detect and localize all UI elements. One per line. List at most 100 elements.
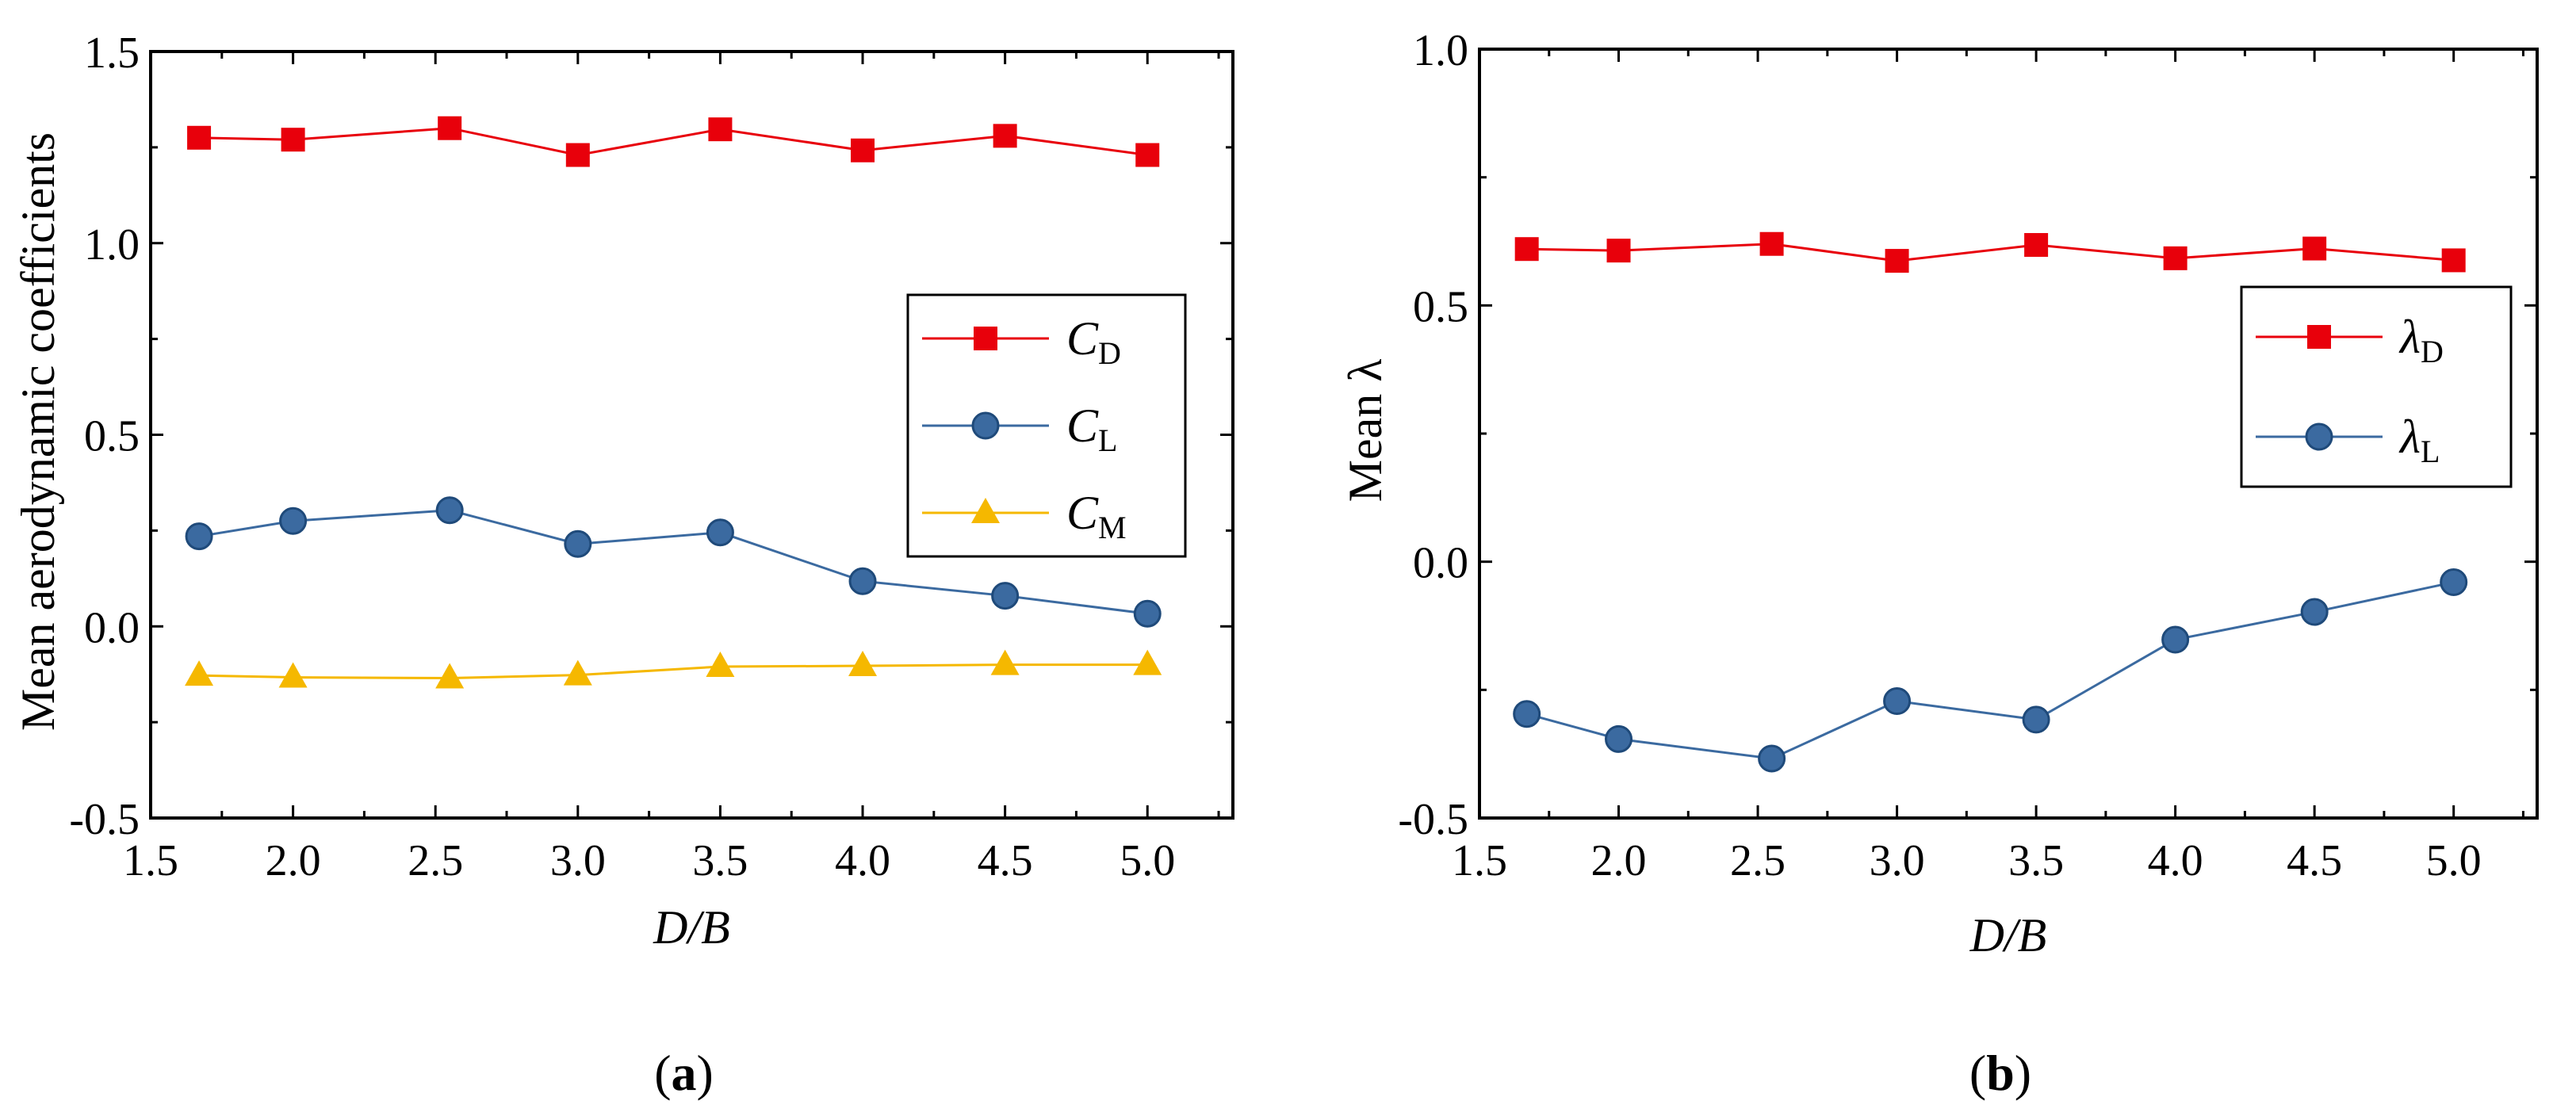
x-tick-label: 2.0 xyxy=(1591,836,1647,885)
x-tick-label: 2.5 xyxy=(408,836,463,885)
legend-label: λD xyxy=(2398,311,2444,369)
panel-a: 1.5 2.0 2.5 3.0 3.5 4.0 4.5 5.0 -0.5 0.0 0.5 1.0 1.5… xyxy=(12,29,1234,1101)
data-point xyxy=(563,659,592,686)
caption-letter: a xyxy=(672,1045,697,1101)
data-point xyxy=(2440,568,2468,597)
data-point xyxy=(2022,705,2050,734)
x-tick-label: 2.5 xyxy=(1730,836,1786,885)
data-point xyxy=(1133,649,1162,675)
legend-label-main: λ xyxy=(2398,311,2421,363)
data-point xyxy=(851,138,875,162)
series-CM xyxy=(185,649,1162,689)
y-tick-label: -0.5 xyxy=(1398,795,1468,844)
data-point xyxy=(1885,249,1909,273)
x-tick-label: 3.0 xyxy=(550,836,606,885)
y-tick-label: 1.0 xyxy=(84,220,140,269)
y-tick-label: 0.0 xyxy=(1413,539,1468,588)
data-point xyxy=(2441,248,2466,273)
data-point xyxy=(2024,233,2049,258)
data-point xyxy=(185,522,213,551)
caption-letter: b xyxy=(1986,1045,2015,1101)
legend-marker xyxy=(2307,325,2331,349)
legend-label-main: λ xyxy=(2398,411,2421,463)
legend-label: CM xyxy=(1066,487,1127,545)
data-point xyxy=(991,582,1020,610)
series-line xyxy=(1526,243,2454,262)
series-line xyxy=(1526,581,2454,760)
x-tick-label: 1.5 xyxy=(123,836,178,885)
data-point xyxy=(185,660,214,686)
data-point xyxy=(564,529,592,558)
panel-b: 1.5 2.0 2.5 3.0 3.5 4.0 4.5 5.0 -0.5 0.0 0.5 1.0 D/B… xyxy=(1339,26,2539,1101)
series-line xyxy=(198,509,1148,615)
x-axis-title: D/B xyxy=(653,901,730,954)
legend-label: CL xyxy=(1066,399,1117,458)
data-point xyxy=(708,117,733,142)
data-point xyxy=(281,128,305,152)
x-tick-label: 5.0 xyxy=(2426,836,2482,885)
data-point xyxy=(565,143,590,167)
data-point xyxy=(1133,599,1162,628)
data-point xyxy=(1513,700,1541,728)
y-tick-label: -0.5 xyxy=(69,795,140,844)
data-point xyxy=(848,651,878,677)
x-tick-label: 4.5 xyxy=(2287,836,2342,885)
x-tick-label: 4.0 xyxy=(835,836,890,885)
y-axis-title: Mean aerodynamic coefficients xyxy=(12,132,64,731)
data-point xyxy=(1605,724,1633,753)
legend-label-sub: D xyxy=(2421,334,2444,369)
data-point xyxy=(993,124,1017,148)
x-tick-label: 4.5 xyxy=(978,836,1033,885)
legend-label-main: C xyxy=(1066,399,1099,452)
data-point xyxy=(1758,744,1786,773)
legend-marker xyxy=(2305,422,2333,451)
data-point xyxy=(1883,687,1912,716)
x-tick-label: 1.5 xyxy=(1452,836,1507,885)
series-λL xyxy=(1513,568,2468,773)
series-CL xyxy=(185,496,1162,628)
series-line xyxy=(199,663,1148,680)
x-tick-label: 5.0 xyxy=(1120,836,1175,885)
data-point xyxy=(706,518,734,547)
x-tick-label: 2.0 xyxy=(266,836,321,885)
legend-label: λL xyxy=(2398,411,2440,469)
data-point xyxy=(2161,625,2190,654)
x-tick-label: 3.5 xyxy=(692,836,748,885)
data-point xyxy=(279,506,308,535)
caption-open: ( xyxy=(1969,1045,1986,1101)
legend-label-main: C xyxy=(1066,487,1099,539)
y-axis-title: Mean λ xyxy=(1339,359,1391,503)
data-point xyxy=(2300,598,2329,626)
y-tick-label: 0.5 xyxy=(84,412,140,461)
x-axis-title: D/B xyxy=(1969,909,2047,961)
data-point xyxy=(848,567,877,595)
legend-label-main: C xyxy=(1066,312,1099,365)
legend-label-sub: D xyxy=(1098,335,1121,371)
data-point xyxy=(435,496,464,525)
y-tick-label: 1.0 xyxy=(1413,26,1468,75)
data-point xyxy=(435,663,465,689)
data-point xyxy=(706,652,735,678)
legend-marker xyxy=(971,411,1000,440)
legend-marker xyxy=(974,327,997,350)
caption-close: ) xyxy=(2015,1045,2031,1101)
data-point xyxy=(1759,231,1784,256)
x-tick-label: 4.0 xyxy=(2148,836,2203,885)
series-line xyxy=(199,127,1148,157)
legend-label-sub: L xyxy=(2421,434,2440,469)
panel-caption: (a) xyxy=(654,1045,714,1101)
x-tick-label: 3.0 xyxy=(1870,836,1925,885)
data-point xyxy=(1514,237,1539,262)
legend-label-sub: M xyxy=(1098,510,1127,545)
caption-open: ( xyxy=(654,1045,671,1101)
data-point xyxy=(278,662,308,688)
legend-box xyxy=(2240,285,2513,488)
legend-label-sub: L xyxy=(1098,422,1117,458)
data-point xyxy=(187,125,212,150)
data-point xyxy=(2302,236,2327,261)
y-tick-label: 0.0 xyxy=(84,603,140,652)
series-CD xyxy=(187,116,1160,167)
data-point xyxy=(438,116,462,140)
